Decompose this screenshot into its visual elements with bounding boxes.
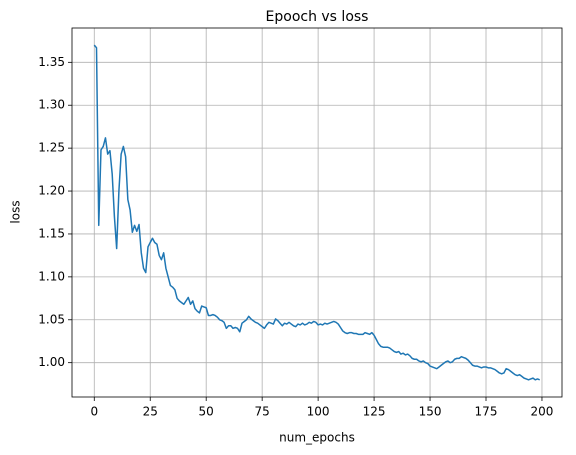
y-tick-label: 1.10 [38, 269, 65, 283]
y-tick-label: 1.15 [38, 226, 65, 240]
y-tick-label: 1.30 [38, 98, 65, 112]
x-tick-label: 0 [90, 405, 98, 419]
plot-frame [71, 27, 563, 398]
x-tick-label: 75 [255, 405, 270, 419]
line-series [93, 44, 540, 381]
y-axis-label: loss [9, 200, 23, 223]
x-tick-label: 50 [199, 405, 214, 419]
x-tick-label: 100 [307, 405, 330, 419]
x-tick-label: 175 [475, 405, 498, 419]
x-axis-label: num_epochs [279, 431, 355, 445]
y-tick-label: 1.20 [38, 184, 65, 198]
x-tick-label: 125 [363, 405, 386, 419]
x-tick-label: 200 [531, 405, 554, 419]
y-tick-label: 1.25 [38, 141, 65, 155]
chart-title: Epooch vs loss [266, 9, 369, 25]
y-tick-label: 1.00 [38, 355, 65, 369]
y-tick-label: 1.05 [38, 312, 65, 326]
y-tick-label: 1.35 [38, 55, 65, 69]
x-tick-label: 150 [419, 405, 442, 419]
x-tick-label: 25 [143, 405, 158, 419]
